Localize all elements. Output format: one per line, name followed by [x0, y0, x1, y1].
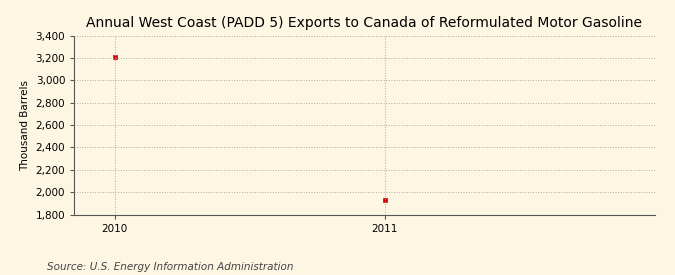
Title: Annual West Coast (PADD 5) Exports to Canada of Reformulated Motor Gasoline: Annual West Coast (PADD 5) Exports to Ca… — [86, 16, 643, 31]
Text: Source: U.S. Energy Information Administration: Source: U.S. Energy Information Administ… — [47, 262, 294, 272]
Y-axis label: Thousand Barrels: Thousand Barrels — [20, 80, 30, 170]
